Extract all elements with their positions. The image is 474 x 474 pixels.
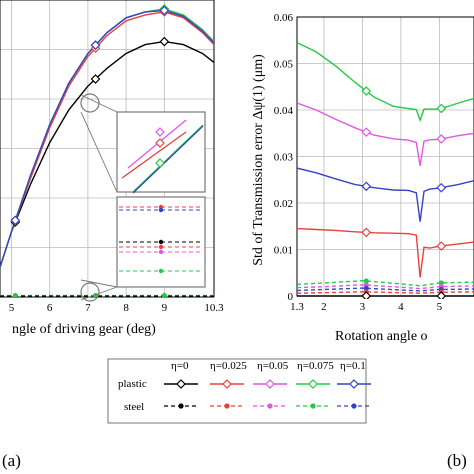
panel-a-chart: 5 6 7 8 9 10.3 ngle of driving gear (deg) xyxy=(0,0,224,337)
inset-lower-marker-3 xyxy=(158,244,164,250)
panel-a-zoom-insets xyxy=(80,93,206,302)
panel-a-series-plastic-eta-0-025 xyxy=(0,11,214,268)
legend-steel-marker-0 xyxy=(178,403,184,409)
inset-upper-line-3 xyxy=(132,125,204,194)
panel-b-grid xyxy=(296,16,474,297)
panel-a-xtick-2: 7 xyxy=(85,302,91,314)
zoom-circle-upper xyxy=(80,93,100,113)
zoom-circle-lower xyxy=(80,282,100,302)
panel-a-series-plastic-eta-0 xyxy=(0,40,214,268)
panel-a-series-plastic-eta-0-1 xyxy=(0,9,214,268)
panel-a-steel-marker-2 xyxy=(161,292,167,297)
legend-col-eta-0-1: η=0.1 xyxy=(340,360,366,372)
legend-steel-marker-2 xyxy=(267,403,273,409)
panel-b-marker-steel-eta-0-075-1 xyxy=(438,280,444,286)
inset-lower-marker-2 xyxy=(158,239,164,245)
panel-b-marker-plastic-eta-0-1 xyxy=(436,291,447,299)
legend-row-plastic: plastic xyxy=(118,378,147,390)
panel-a-xtick-1: 6 xyxy=(47,302,53,314)
inset-lower-marker-1 xyxy=(158,207,164,213)
legend-col-eta-0-025: η=0.025 xyxy=(210,360,247,372)
panel-b-ytick-5: 0.05 xyxy=(274,59,294,71)
panel-a-xtick-0: 5 xyxy=(9,302,15,314)
legend-plastic-marker-0 xyxy=(176,379,186,389)
panel-b-ytick-1: 0.01 xyxy=(274,245,293,257)
panel-b-ytick-6: 0.06 xyxy=(274,12,294,24)
panel-a-xtick-4: 9 xyxy=(162,302,168,314)
panel-b-xtick-3: 4 xyxy=(398,301,404,313)
legend-steel-marker-3 xyxy=(310,403,316,409)
panel-b-chart: 1.3 2 3 4 5 0 0.01 0.02 0.03 0.04 0.05 0.06 Rotation… xyxy=(251,12,474,344)
legend-plastic-marker-1 xyxy=(222,379,232,389)
legend-box xyxy=(107,358,367,424)
panel-a-steel-marker-0 xyxy=(12,292,18,297)
panel-b-marker-plastic-eta-0-1-1 xyxy=(436,182,447,193)
panel-b-xtick-0: 1.3 xyxy=(290,301,304,313)
panel-a-marker-plastic-eta-0-2 xyxy=(159,36,170,47)
panel-b-ytick-4: 0.04 xyxy=(274,105,294,117)
panel-b-ytick-3: 0.03 xyxy=(274,152,294,164)
panel-label-a: (a) xyxy=(2,451,21,470)
inset-upper-line-1 xyxy=(121,131,187,179)
legend-row-steel: steel xyxy=(124,401,144,413)
legend-plastic-marker-2 xyxy=(265,379,275,389)
panel-b-marker-plastic-eta-0-05-1 xyxy=(436,134,447,144)
panel-b-marker-plastic-eta-0-1-0 xyxy=(361,181,372,192)
legend: η=0 η=0.025 η=0.05 η=0.075 η=0.1 plastic… xyxy=(107,358,371,424)
panel-label-b: (b) xyxy=(447,451,467,470)
legend-col-eta-0-05: η=0.05 xyxy=(257,360,289,372)
panel-b-y-axis-label: Std of Transmission error Δψ(1) (μm) xyxy=(251,54,266,266)
panel-b-marker-plastic-eta-0-05-0 xyxy=(361,127,372,137)
legend-col-eta-0-075: η=0.075 xyxy=(297,360,334,372)
panel-b-ytick-0: 0 xyxy=(288,291,294,303)
panel-b-xtick-4: 5 xyxy=(437,301,443,313)
panel-b-marker-plastic-eta-0-025-1 xyxy=(436,241,447,251)
panel-a-x-axis-label: ngle of driving gear (deg) xyxy=(12,322,156,337)
inset-upper xyxy=(116,111,206,193)
panel-a-frame xyxy=(0,0,215,298)
panel-b-marker-steel-eta-0-1-0 xyxy=(363,285,369,291)
panel-b-ytick-2: 0.02 xyxy=(274,198,293,210)
panel-b-x-axis-label: Rotation angle o xyxy=(335,329,428,344)
panel-b-marker-plastic-eta-0-0 xyxy=(361,291,372,299)
panel-b-xtick-2: 3 xyxy=(360,301,366,313)
inset-upper-marker-2 xyxy=(155,158,165,168)
inset-lower-marker-5 xyxy=(158,268,164,274)
legend-plastic-marker-4 xyxy=(349,379,359,389)
legend-col-eta-0: η=0 xyxy=(171,360,189,372)
panel-a-marker-plastic-eta-0-1 xyxy=(90,74,101,84)
panel-b-marker-plastic-eta-0-025-0 xyxy=(361,227,372,238)
inset-upper-line-2 xyxy=(132,124,204,193)
legend-plastic-marker-3 xyxy=(308,379,318,389)
panel-a-marker-plastic-eta-0-1-1 xyxy=(90,40,101,50)
panel-a-marker-plastic-eta-0-1-0 xyxy=(10,215,21,226)
panel-b-marker-steel-eta-0-075-0 xyxy=(363,278,369,284)
panel-a-xtick-3: 8 xyxy=(123,302,129,314)
legend-steel-marker-4 xyxy=(351,403,357,409)
panel-b-marker-plastic-eta-0-075-1 xyxy=(436,103,447,114)
panel-a-marker-plastic-eta-0-1-2 xyxy=(159,5,170,16)
panel-b-marker-plastic-eta-0-075-0 xyxy=(361,86,372,96)
legend-steel-marker-1 xyxy=(224,403,230,409)
panel-b-xtick-1: 2 xyxy=(321,301,327,313)
inset-upper-marker-1 xyxy=(155,138,165,148)
legend-samples xyxy=(164,379,371,409)
inset-upper-marker-0 xyxy=(155,127,165,137)
panel-a-xtick-5: 10.3 xyxy=(204,302,224,314)
inset-lower-marker-4 xyxy=(158,249,164,255)
